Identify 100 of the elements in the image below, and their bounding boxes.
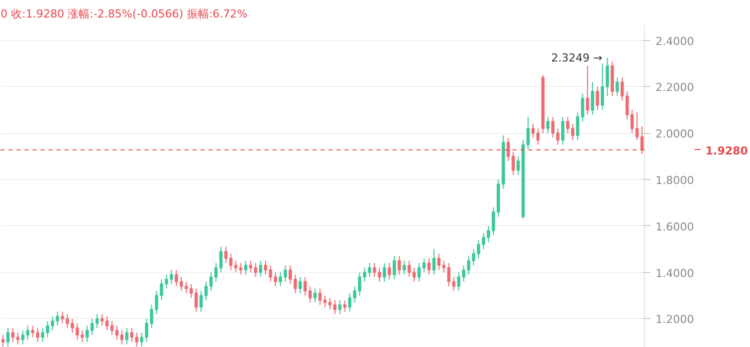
candlestick — [229, 253, 232, 271]
candlestick — [432, 248, 436, 276]
candlestick — [16, 332, 20, 345]
annotation: 2.3249 → — [551, 51, 602, 64]
candlestick — [476, 239, 480, 259]
candlestick — [368, 262, 372, 278]
candlestick — [46, 320, 50, 338]
y-tick-label: 2.2000 — [656, 81, 694, 94]
candlestick — [6, 328, 10, 347]
candlestick — [105, 316, 109, 331]
candlestick — [576, 112, 580, 141]
candlestick — [120, 330, 124, 345]
candlestick — [21, 330, 24, 345]
candlestick — [358, 272, 362, 296]
candlestick — [486, 225, 490, 243]
candlestick — [313, 288, 317, 303]
candlestick — [362, 267, 366, 282]
candlestick — [417, 262, 421, 282]
candlestick — [531, 123, 535, 138]
candlestick — [596, 86, 600, 110]
candlestick — [620, 76, 624, 102]
candlestick — [318, 288, 322, 306]
candlestick — [626, 90, 629, 120]
candlestick — [630, 109, 634, 134]
candlestick — [338, 300, 342, 315]
candlestick — [1, 334, 5, 347]
candlestick — [536, 128, 540, 146]
candlestick — [219, 246, 223, 273]
candlestick — [258, 260, 262, 278]
candlestick — [100, 314, 104, 326]
candlestick — [616, 76, 619, 97]
candlestick — [110, 320, 114, 336]
candlestick — [590, 82, 594, 116]
candlestick — [457, 272, 460, 292]
candlestick — [31, 325, 34, 338]
candlestick — [462, 264, 466, 282]
candlestick — [580, 93, 584, 122]
candlestick — [382, 262, 386, 282]
candlestick — [392, 256, 396, 280]
candlestick — [95, 314, 99, 329]
candlestick — [254, 262, 258, 278]
candlestick — [635, 112, 639, 141]
candlestick — [586, 65, 590, 116]
candlestick — [36, 328, 40, 342]
chart-title: 0 收:1.9280 涨幅:-2.85%(-0.0566) 振幅:6.72% — [0, 8, 248, 20]
candlestick — [274, 272, 278, 287]
candlestick — [115, 325, 119, 340]
candlestick — [566, 116, 570, 134]
candlestick — [125, 328, 128, 345]
candlestick — [561, 116, 564, 146]
candlestick — [70, 318, 74, 334]
y-tick-label: 2.0000 — [656, 128, 694, 141]
candlestick — [209, 272, 213, 292]
candlestick — [398, 256, 401, 276]
candlestick — [224, 246, 228, 264]
y-tick-label: 1.8000 — [656, 174, 694, 188]
candlestick — [298, 276, 302, 294]
candlestick — [328, 297, 332, 310]
candlestick — [546, 116, 550, 134]
candlestick — [66, 314, 69, 329]
candlestick — [90, 318, 94, 336]
candlestick — [526, 116, 530, 150]
candlestick — [343, 300, 346, 312]
candlestick — [427, 258, 431, 276]
candlestick — [214, 262, 218, 282]
candlestick — [164, 274, 168, 290]
candlestick — [388, 262, 391, 280]
ref-line-label: 1.9280 — [706, 144, 748, 158]
candlestick — [11, 328, 14, 342]
candlestick — [26, 325, 30, 340]
candlestick — [402, 260, 406, 276]
candlestick — [571, 123, 574, 141]
candlestick — [60, 311, 64, 324]
candlestick — [86, 325, 89, 342]
candlestick — [160, 278, 164, 301]
candlestick — [204, 281, 208, 301]
candlestick — [56, 311, 60, 326]
candlestick — [323, 295, 327, 308]
candlestick — [268, 264, 272, 282]
y-tick-label: 1.2000 — [656, 313, 694, 326]
candlestick — [50, 316, 54, 331]
candlestick — [76, 322, 79, 340]
candlestick — [422, 258, 426, 273]
candlestick — [333, 300, 336, 315]
candlestick — [154, 290, 158, 315]
candlestick — [244, 260, 248, 276]
candlestick — [200, 290, 203, 312]
candlestick — [40, 328, 44, 342]
candlestick — [249, 260, 252, 273]
candlestick — [372, 262, 376, 278]
candlestick — [80, 330, 84, 342]
candlestick — [264, 260, 268, 276]
candlestick — [150, 304, 154, 329]
candlestick — [437, 253, 441, 271]
y-tick-label: 2.4000 — [656, 34, 694, 48]
candlestick — [170, 270, 174, 284]
candlestick — [482, 232, 486, 250]
y-tick-label: 1.6000 — [656, 220, 694, 234]
candlestick — [378, 267, 382, 282]
y-tick-label: 1.4000 — [656, 266, 694, 280]
